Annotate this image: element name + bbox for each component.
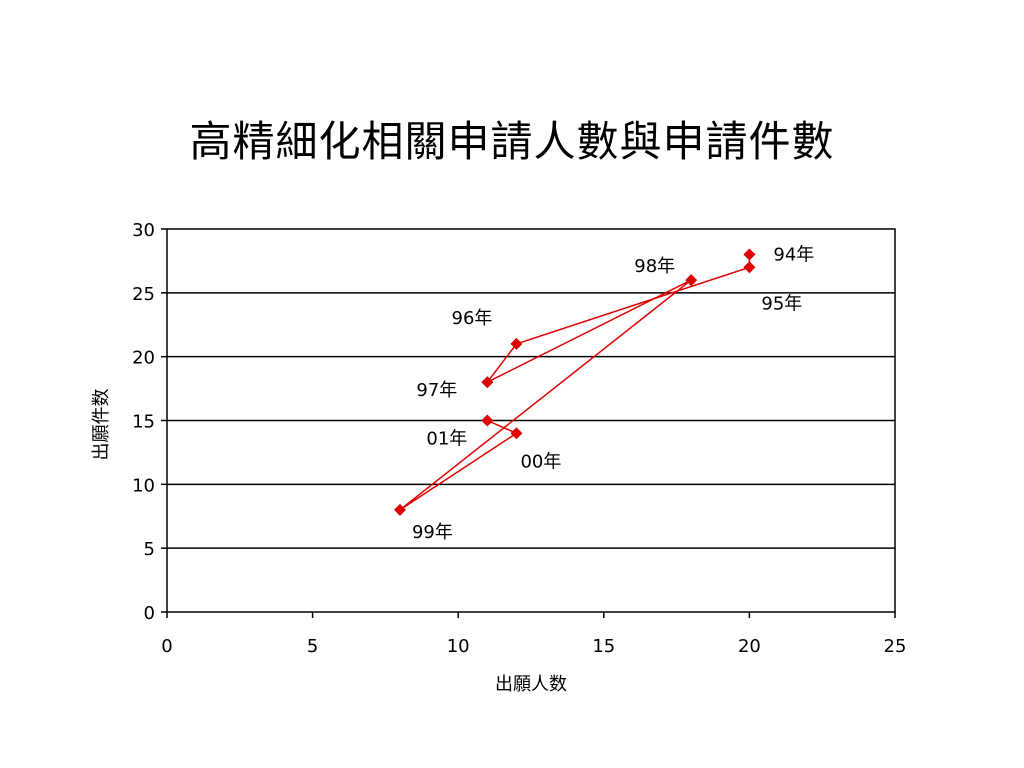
data-point-marker xyxy=(743,248,756,261)
data-point-label: 00年 xyxy=(520,451,561,472)
data-point-label: 95年 xyxy=(761,293,802,314)
x-tick-label: 10 xyxy=(447,636,470,657)
data-point-marker xyxy=(685,274,698,287)
data-point-marker xyxy=(510,427,523,440)
data-point-marker xyxy=(393,503,406,516)
data-point-label: 94年 xyxy=(773,245,814,266)
y-tick-label: 20 xyxy=(132,348,155,369)
data-point-marker xyxy=(481,414,494,427)
data-series xyxy=(393,248,756,516)
y-tick-label: 0 xyxy=(144,603,155,624)
y-tick-label: 10 xyxy=(132,475,155,496)
data-point-label: 01年 xyxy=(426,429,467,450)
slide-title: 高精細化相關申請人數與申請件數 xyxy=(189,117,835,166)
data-point-label: 96年 xyxy=(452,308,493,329)
data-point-marker xyxy=(510,337,523,350)
x-axis-title: 出願人数 xyxy=(495,674,567,695)
data-point-label: 97年 xyxy=(416,380,457,401)
y-tick-label: 15 xyxy=(132,412,155,433)
y-axis-title: 出願件数 xyxy=(91,389,112,461)
y-tick-label: 30 xyxy=(132,220,155,241)
x-tick-label: 5 xyxy=(307,636,318,657)
x-tick-label: 25 xyxy=(884,636,907,657)
axis-ticks: 0 5 10 15 20 25 30 0 5 10 15 20 25 xyxy=(132,220,906,657)
data-point-marker xyxy=(743,261,756,274)
series-line xyxy=(399,254,751,511)
data-point-label: 98年 xyxy=(634,256,675,277)
y-tick-label: 5 xyxy=(144,539,155,560)
data-point-marker xyxy=(481,376,494,389)
x-tick-label: 20 xyxy=(738,636,761,657)
point-labels: 94年 95年 96年 97年 98年 99年 00年 01年 xyxy=(412,245,814,543)
gridlines xyxy=(167,292,895,549)
x-tick-label: 0 xyxy=(161,636,172,657)
data-point-label: 99年 xyxy=(412,522,453,543)
y-tick-label: 25 xyxy=(132,284,155,305)
x-tick-label: 15 xyxy=(592,636,615,657)
